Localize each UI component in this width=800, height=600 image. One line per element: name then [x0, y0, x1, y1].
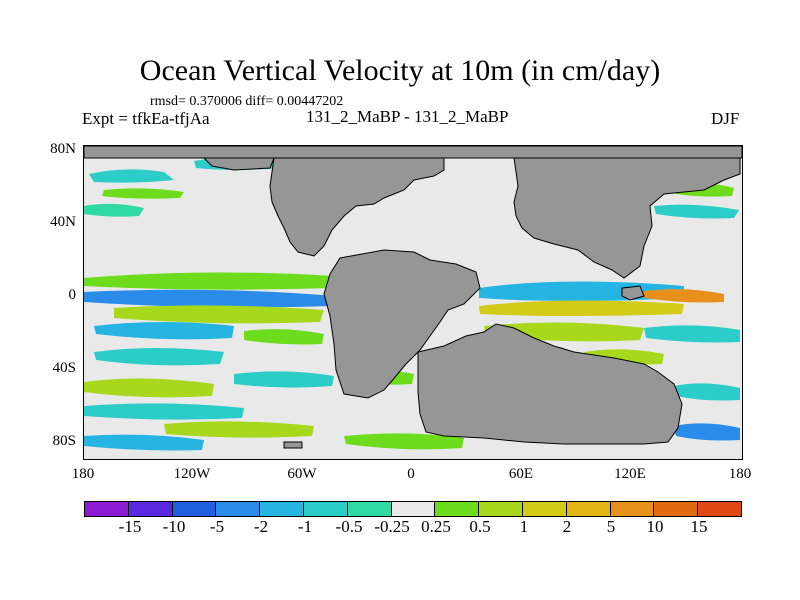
anomaly-patch	[654, 204, 739, 219]
stats-line: rmsd= 0.370006 diff= 0.00447202	[150, 94, 344, 109]
land-greenland	[202, 157, 275, 171]
colorbar-swatch	[216, 502, 261, 516]
anomaly-patch	[89, 169, 174, 183]
lon-label-180w: 180	[71, 466, 95, 482]
anomaly-patch	[94, 348, 224, 366]
colorbar-swatch	[435, 502, 480, 516]
land-north-america	[269, 157, 445, 257]
lat-label-80s: 80S	[52, 433, 76, 449]
colorbar-label: 1	[519, 517, 529, 536]
lon-label-120e: 120E	[614, 466, 646, 482]
anomaly-patch	[479, 300, 684, 316]
land-island	[283, 441, 303, 449]
land-eurasia	[513, 157, 741, 279]
season-label: DJF	[711, 109, 740, 128]
lat-label-80n: 80N	[50, 141, 76, 157]
colorbar-swatch	[303, 502, 348, 516]
lon-label-120w: 120W	[173, 466, 211, 482]
anomaly-patch	[84, 434, 204, 451]
anomaly-patch	[234, 371, 334, 388]
anomaly-patch	[94, 322, 234, 340]
colorbar-label: 15	[690, 517, 708, 536]
anomaly-patch	[84, 403, 244, 420]
colorbar-label: 10	[646, 517, 664, 536]
colorbar-swatch	[260, 502, 304, 516]
experiment-label: Expt = tfkEa-tfjAa	[82, 109, 210, 128]
colorbar-label: -1	[297, 517, 313, 536]
land-north-top	[84, 146, 742, 159]
colorbar-swatch	[698, 502, 741, 516]
colorbar-label: -15	[118, 517, 142, 536]
figure-title: Ocean Vertical Velocity at 10m (in cm/da…	[139, 54, 661, 87]
anomaly-patch	[84, 203, 144, 217]
colorbar-label: 2	[562, 517, 572, 536]
map-plot-area	[83, 145, 743, 460]
colorbar-swatch	[128, 502, 173, 516]
colorbar-label: -0.5	[335, 517, 363, 536]
colorbar-swatch	[566, 502, 611, 516]
colorbar-swatch	[479, 502, 523, 516]
anomaly-patch	[84, 378, 214, 398]
colorbar-swatch	[391, 502, 436, 516]
colorbar-label: 0.5	[469, 517, 491, 536]
anomaly-patch	[164, 421, 314, 438]
map-canvas	[84, 146, 742, 451]
colorbar-swatch	[522, 502, 567, 516]
colorbar-swatch	[172, 502, 217, 516]
colorbar-swatch	[85, 502, 129, 516]
subtitle: 131_2_MaBP - 131_2_MaBP	[306, 107, 509, 126]
anomaly-patch	[244, 329, 324, 345]
anomaly-patch	[674, 423, 740, 441]
lon-label-60e: 60E	[508, 466, 534, 482]
lat-label-40n: 40N	[50, 214, 76, 230]
lon-label-60w: 60W	[287, 466, 317, 482]
anomaly-patch	[674, 383, 740, 401]
lon-label-180e: 180	[728, 466, 752, 482]
land-south-america	[323, 249, 481, 399]
land-island	[621, 285, 645, 301]
colorbar-label: -2	[253, 517, 269, 536]
land-masses	[84, 146, 742, 449]
anomaly-patch	[644, 289, 724, 303]
colorbar-swatch	[347, 502, 392, 516]
colorbar-swatch	[610, 502, 655, 516]
anomaly-patch	[102, 188, 184, 199]
colorbar-label: -5	[209, 517, 225, 536]
colorbar-label: -10	[162, 517, 186, 536]
colorbar	[84, 501, 742, 517]
anomaly-patch	[84, 289, 334, 308]
colorbar-label: 5	[606, 517, 616, 536]
lat-label-0: 0	[68, 287, 77, 303]
land-antarctica-africa	[417, 323, 683, 445]
anomaly-patch	[114, 305, 324, 324]
colorbar-label: -0.25	[374, 517, 410, 536]
colorbar-swatch	[654, 502, 699, 516]
anomaly-patch	[344, 433, 464, 450]
anomaly-patch	[644, 325, 740, 343]
colorbar-label: 0.25	[421, 517, 451, 536]
lat-label-40s: 40S	[52, 360, 76, 376]
anomaly-patch	[84, 272, 334, 290]
lon-label-0: 0	[407, 466, 415, 482]
